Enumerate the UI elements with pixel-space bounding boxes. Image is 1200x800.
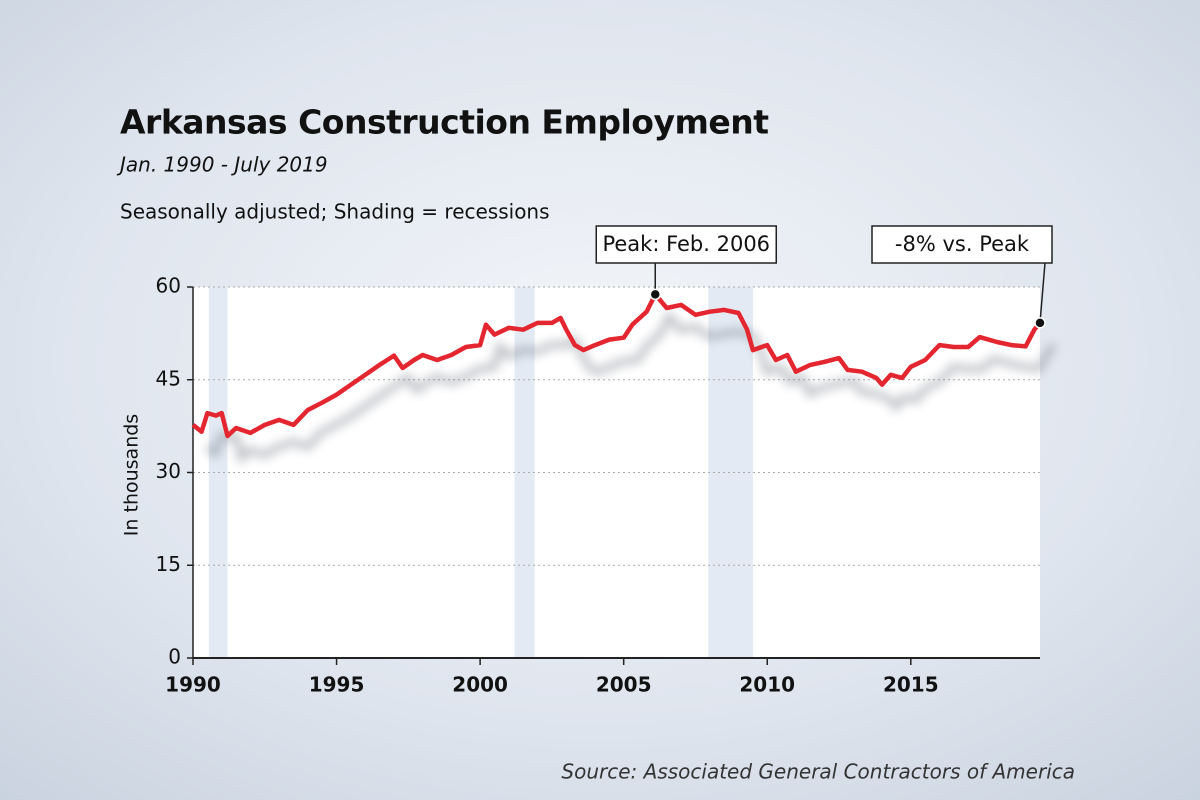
y-axis-label: In thousands: [121, 414, 143, 536]
recession-band: [708, 287, 753, 658]
annotation-dot: [649, 288, 662, 301]
note: Seasonally adjusted; Shading = recession…: [120, 200, 550, 224]
annotation-box: [595, 225, 778, 264]
annotation-text: Peak: Feb. 2006: [602, 232, 770, 256]
subtitle: Jan. 1990 - July 2019: [116, 153, 328, 177]
line: [191, 292, 1042, 439]
y-tick-label: 30: [156, 459, 181, 483]
chart-title: Arkansas Construction Employment: [120, 103, 769, 142]
y-tick-label: 45: [156, 366, 181, 390]
plot-area: [193, 287, 1040, 658]
annotation-dot: [1034, 317, 1046, 329]
y-tick-label: 15: [156, 552, 181, 576]
annotation-leader: [1039, 262, 1046, 323]
x-tick-label: 2000: [452, 673, 508, 697]
x-tick-label: 2015: [883, 673, 939, 697]
annotation-box: [871, 225, 1053, 264]
annotation-text: -8% vs. Peak: [895, 232, 1030, 256]
x-tick-label: 1990: [165, 673, 221, 697]
x-tick-label: 2005: [596, 673, 652, 697]
line-shadow: [204, 310, 1057, 465]
source: Source: Associated General Contractors o…: [561, 760, 1075, 784]
y-tick-label: 0: [168, 645, 181, 669]
x-tick-label: 2010: [739, 673, 795, 697]
y-tick-label: 60: [156, 274, 181, 298]
x-tick-label: 1995: [309, 673, 365, 697]
